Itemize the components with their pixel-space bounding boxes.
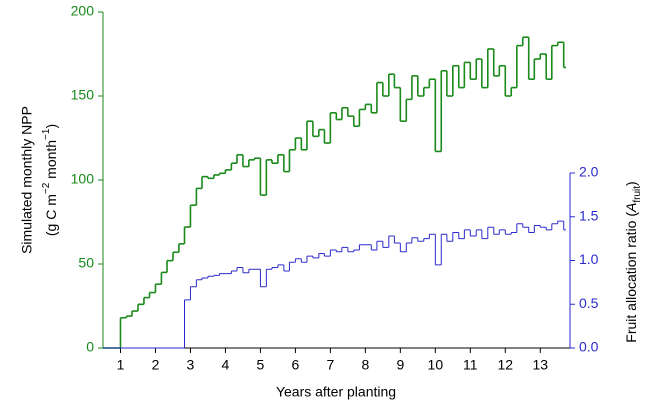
x-tick-label: 8 xyxy=(361,357,369,373)
y2-tick-label: 2.0 xyxy=(579,164,599,180)
x-tick-label: 9 xyxy=(396,357,404,373)
y-tick-label: 200 xyxy=(71,3,95,19)
y2-tick-label: 1.5 xyxy=(579,207,599,223)
x-tick-label: 5 xyxy=(257,357,265,373)
x-tick-label: 1 xyxy=(117,357,125,373)
title-part: −1 xyxy=(41,128,52,140)
y2-axis-title: Fruit allocation ratio (Afruit) xyxy=(623,181,643,342)
x-tick-label: 12 xyxy=(497,357,513,373)
title-part: fruit xyxy=(632,186,643,203)
y-axis-title: Simulated monthly NPP xyxy=(19,106,35,254)
y-tick-label: 150 xyxy=(71,87,95,103)
x-tick-label: 3 xyxy=(187,357,195,373)
y-tick-label: 50 xyxy=(78,255,94,271)
x-axis-title: Years after planting xyxy=(276,384,396,400)
y2-tick-label: 1.0 xyxy=(579,251,599,267)
y-tick-label: 100 xyxy=(71,171,95,187)
title-part: A xyxy=(623,203,639,213)
title-part: ) xyxy=(43,124,59,129)
x-tick-label: 13 xyxy=(532,357,548,373)
x-tick-label: 6 xyxy=(291,357,299,373)
title-part: month xyxy=(43,140,59,183)
title-part: (g C m xyxy=(43,194,59,236)
x-tick-label: 10 xyxy=(428,357,444,373)
title-part: −2 xyxy=(41,182,52,194)
title-part: ) xyxy=(623,181,639,186)
title-part: Fruit allocation ratio ( xyxy=(623,212,639,343)
y2-tick-label: 0.0 xyxy=(579,339,599,355)
x-tick-label: 4 xyxy=(222,357,230,373)
y2-tick-label: 0.5 xyxy=(579,295,599,311)
x-tick-label: 7 xyxy=(326,357,334,373)
y-tick-label: 0 xyxy=(86,339,94,355)
x-tick-label: 11 xyxy=(463,357,478,373)
y-axis-units: (g C m−2 month−1) xyxy=(41,124,59,236)
x-tick-label: 2 xyxy=(152,357,160,373)
